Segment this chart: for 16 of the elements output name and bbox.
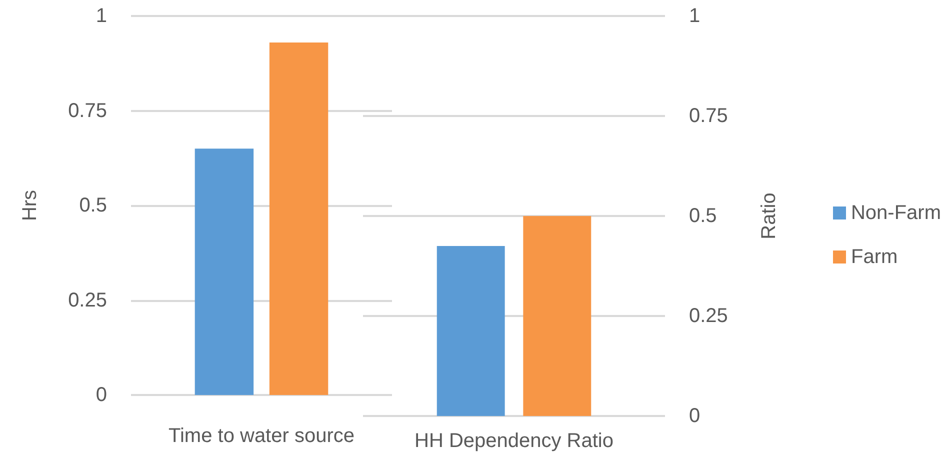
legend-label: Farm	[850, 246, 898, 268]
legend-label: Non-Farm	[850, 202, 942, 224]
y-tick-label: 0	[689, 405, 700, 427]
x-tick-label: HH Dependency Ratio	[414, 430, 614, 452]
y-tick-label: 0.5	[689, 205, 717, 227]
y-tick-label: 1	[96, 5, 107, 27]
y-tick-label: 0.75	[689, 105, 728, 127]
y-axis-title: Ratio	[758, 192, 780, 240]
y-axis-title: Hrs	[19, 190, 41, 222]
y-tick-label: 0.5	[79, 194, 107, 216]
y-tick-label: 1	[689, 5, 700, 27]
x-tick-label: Time to water source	[168, 425, 354, 447]
y-tick-label: 0.75	[68, 100, 107, 122]
y-tick-label: 0.25	[689, 305, 728, 327]
y-tick-label: 0	[96, 384, 107, 406]
y-tick-label: 0.25	[68, 289, 107, 312]
